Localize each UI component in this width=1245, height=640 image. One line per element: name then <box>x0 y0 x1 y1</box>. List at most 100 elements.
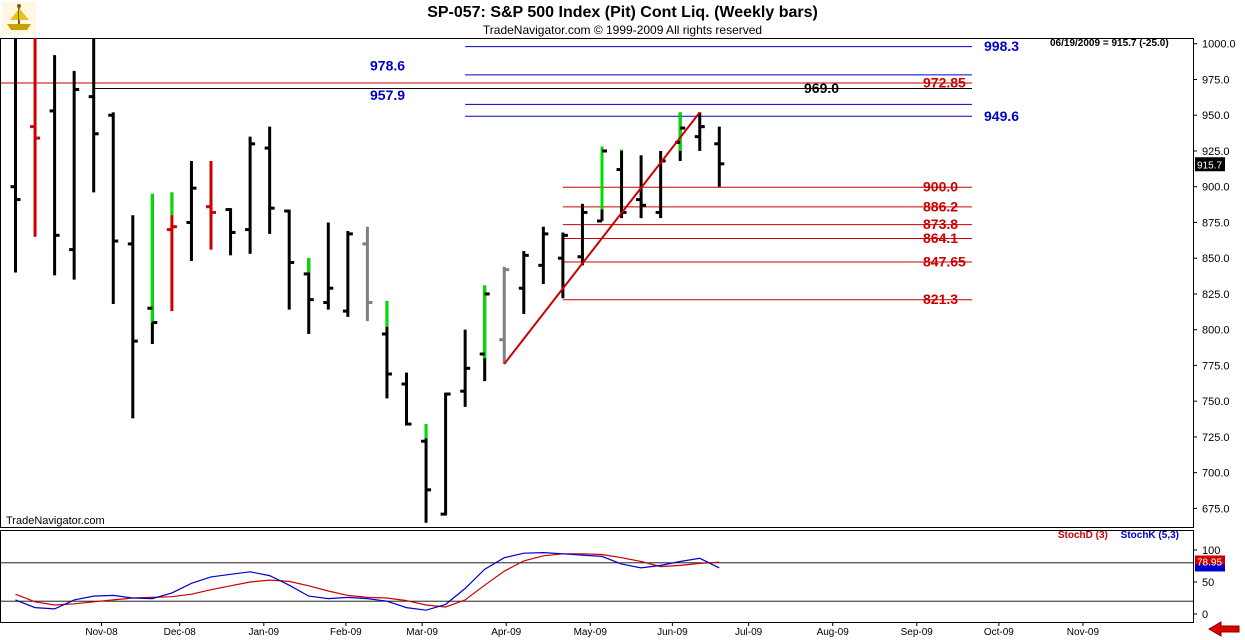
time-tick-label: Dec-08 <box>164 627 197 638</box>
indicator-legend: StochD (3) StochK (5,3) <box>1048 530 1179 541</box>
indicator-panel-border <box>0 530 1194 623</box>
ohlc-bar <box>694 112 705 151</box>
time-tick-label: Jul-09 <box>735 627 763 638</box>
ohlc-bar <box>342 231 353 317</box>
price-tick-label: 700.0 <box>1202 468 1230 480</box>
fibonacci-levels: 998.3 978.6 972.85 969.0 957.9 949.6 900.0 886.… <box>1 38 1019 307</box>
price-tick-label: 900.0 <box>1202 182 1230 194</box>
ohlc-bar <box>30 38 41 237</box>
stoch-tick-label: 0 <box>1202 609 1208 621</box>
ohlc-bar <box>655 150 666 219</box>
price-tick-label: 725.0 <box>1202 432 1230 444</box>
ohlc-bar <box>362 226 373 322</box>
ohlc-bars <box>10 38 725 523</box>
price-panel <box>0 38 1194 623</box>
price-tick-label: 1000.0 <box>1202 39 1236 51</box>
level-label: 886.2 <box>923 198 958 214</box>
ohlc-bar <box>323 222 334 310</box>
ohlc-bar <box>381 301 392 399</box>
ohlc-bar <box>518 251 529 314</box>
stoch-tick-label: 50 <box>1202 577 1214 589</box>
watermark-label: TradeNavigator.com <box>6 515 105 527</box>
stochd-value-box <box>1195 555 1225 565</box>
ohlc-bar <box>284 209 295 310</box>
ohlc-bar <box>460 329 471 407</box>
ohlc-bar <box>264 126 275 234</box>
level-label: 969.0 <box>804 80 839 96</box>
ohlc-bar <box>440 392 451 516</box>
stoch-tick-label: 100 <box>1202 545 1220 557</box>
last-price-box <box>1195 157 1225 172</box>
ohlc-bar <box>69 70 80 280</box>
chart-header: SP-057: S&P 500 Index (Pit) Cont Liq. (W… <box>0 0 1245 38</box>
level-label: 957.9 <box>370 87 405 103</box>
ohlc-bar <box>108 112 119 304</box>
ohlc-bar <box>303 258 314 334</box>
ohlc-bar <box>206 160 216 250</box>
stochastic-panel: 100 50 0 78.95 <box>1 545 1225 621</box>
ohlc-bar <box>401 372 412 426</box>
price-tick-label: 950.0 <box>1202 110 1230 122</box>
level-label: 847.65 <box>923 254 966 270</box>
price-tick-label: 775.0 <box>1202 360 1230 372</box>
ohlc-bar <box>714 126 725 187</box>
price-axis: 1000.0 975.0 950.0 925.0 900.0 875.0 850.0 825.… <box>1193 39 1236 515</box>
trendline-layer <box>503 111 701 365</box>
level-label: 978.6 <box>370 57 405 73</box>
ohlc-bar <box>166 192 177 312</box>
price-tick-label: 875.0 <box>1202 217 1230 229</box>
price-tick-label: 975.0 <box>1202 74 1230 86</box>
stochk-value-box <box>1195 564 1225 572</box>
level-label: 873.8 <box>923 216 958 232</box>
time-axis: Nov-08 Dec-08 Jan-09 Feb-09 Mar-09 Apr-09 May-… <box>85 622 1099 638</box>
time-tick-label: May-09 <box>574 627 608 638</box>
last-price-info: 06/19/2009 = 915.7 (-25.0) <box>1050 38 1169 49</box>
stochk-line <box>15 551 720 611</box>
stochk-legend: StochK (5,3) <box>1120 530 1179 541</box>
scroll-back-arrow-icon[interactable] <box>1207 620 1241 638</box>
level-label: 949.6 <box>984 108 1019 124</box>
time-tick-label: Jan-09 <box>248 627 279 638</box>
ohlc-bar <box>49 55 60 276</box>
time-tick-label: Apr-09 <box>491 627 521 638</box>
ohlc-bar <box>597 146 607 223</box>
chart-title: SP-057: S&P 500 Index (Pit) Cont Liq. (W… <box>427 4 818 21</box>
ohlc-bar <box>479 285 490 382</box>
ohlc-bar <box>10 38 21 273</box>
ohlc-bar <box>186 160 197 262</box>
ohlc-bar <box>88 38 99 193</box>
ohlc-bar <box>421 424 432 523</box>
time-tick-label: Sep-09 <box>901 627 934 638</box>
ohlc-bar <box>245 136 256 254</box>
copyright-subtitle: TradeNavigator.com © 1999-2009 All right… <box>482 23 763 37</box>
price-tick-label: 850.0 <box>1202 253 1230 265</box>
level-label: 972.85 <box>923 75 966 91</box>
level-label: 821.3 <box>923 291 958 307</box>
ship-logo-icon[interactable] <box>2 2 36 34</box>
price-tick-label: 925.0 <box>1202 146 1230 158</box>
price-tick-label: 825.0 <box>1202 289 1230 301</box>
time-tick-label: Feb-09 <box>330 627 362 638</box>
stochd-legend: StochD (3) <box>1057 530 1108 541</box>
ohlc-bar <box>225 208 236 256</box>
ohlc-bar <box>147 193 158 344</box>
level-label: 864.1 <box>923 230 958 246</box>
ohlc-bar <box>538 226 549 284</box>
ohlc-bar <box>499 266 510 364</box>
ohlc-bar <box>577 203 588 266</box>
time-tick-label: Jun-09 <box>657 627 688 638</box>
price-tick-label: 675.0 <box>1202 503 1230 515</box>
level-label: 900.0 <box>923 179 958 195</box>
time-tick-label: Oct-09 <box>984 627 1014 638</box>
ohlc-bar <box>127 215 138 419</box>
level-label: 998.3 <box>984 38 1019 54</box>
price-tick-label: 800.0 <box>1202 325 1230 337</box>
last-price-label: 915.7 <box>1197 160 1222 171</box>
price-panel-border <box>0 38 1194 528</box>
time-tick-label: Nov-08 <box>85 627 118 638</box>
time-tick-label: Mar-09 <box>406 627 438 638</box>
stoch-last-value: 78.95 <box>1197 557 1222 568</box>
time-tick-label: Aug-09 <box>817 627 850 638</box>
time-tick-label: Nov-09 <box>1067 627 1100 638</box>
